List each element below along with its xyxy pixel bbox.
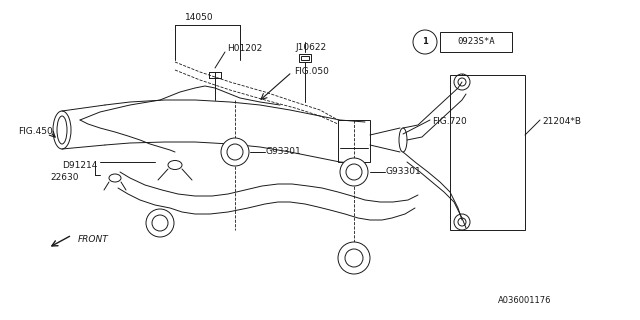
Text: G93301: G93301 <box>266 148 301 156</box>
Text: H01202: H01202 <box>227 44 262 53</box>
Text: 0923S*A: 0923S*A <box>457 37 495 46</box>
Text: G93301: G93301 <box>386 167 422 177</box>
Circle shape <box>338 242 370 274</box>
Text: 1: 1 <box>422 37 428 46</box>
Bar <box>299 54 311 62</box>
Bar <box>440 32 512 52</box>
Text: FIG.050: FIG.050 <box>294 68 329 76</box>
Text: J10622: J10622 <box>295 43 326 52</box>
Text: 22630: 22630 <box>50 172 79 181</box>
Circle shape <box>221 138 249 166</box>
Text: FRONT: FRONT <box>78 236 109 244</box>
Text: D91214: D91214 <box>62 161 97 170</box>
Text: FIG.450: FIG.450 <box>18 127 52 137</box>
Circle shape <box>146 209 174 237</box>
Text: FIG.720: FIG.720 <box>432 117 467 126</box>
Bar <box>450 75 525 230</box>
Text: 21204*B: 21204*B <box>542 117 581 126</box>
Bar <box>301 56 309 60</box>
Text: A036001176: A036001176 <box>498 296 552 305</box>
Bar <box>338 120 370 162</box>
Text: 14050: 14050 <box>185 13 214 22</box>
Circle shape <box>340 158 368 186</box>
